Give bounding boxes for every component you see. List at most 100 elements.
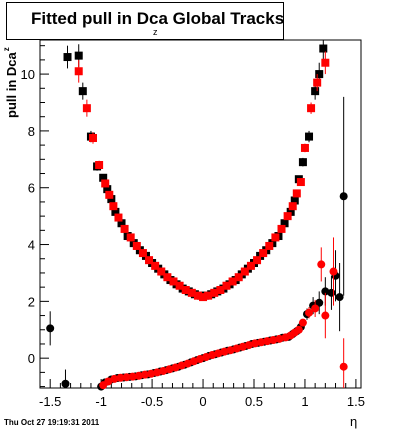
data-point-square: [114, 213, 123, 222]
data-point-square: [78, 87, 87, 96]
data-point-circle: [46, 324, 55, 333]
data-point-circle: [311, 304, 320, 313]
y-axis-label: pull in Dcaz: [2, 47, 19, 118]
data-point-square: [286, 207, 295, 216]
data-point-square: [117, 219, 126, 228]
data-point-circle: [294, 325, 303, 334]
chart-title-subscript: z: [153, 27, 158, 37]
data-point-circle: [305, 308, 314, 317]
data-point-square: [88, 134, 97, 143]
data-point-square: [319, 44, 328, 53]
data-point-square: [292, 189, 301, 198]
data-point-square: [175, 281, 184, 290]
chart-title: Fitted pull in Dca Global Tracks: [31, 9, 285, 28]
x-tick-label: 0.5: [245, 394, 263, 409]
data-point-circle: [159, 366, 168, 375]
data-point-circle: [183, 359, 192, 368]
data-point-square: [101, 179, 110, 188]
data-point-circle: [244, 341, 253, 350]
data-point-square: [298, 158, 307, 167]
data-point-square: [222, 281, 231, 290]
data-point-square: [283, 212, 292, 221]
plot-frame: [39, 39, 362, 389]
y-axis-label-text: pull in Dca: [4, 52, 19, 118]
data-point-square: [74, 67, 83, 76]
data-point-square: [290, 196, 299, 205]
data-point-square: [107, 195, 116, 204]
y-axis-label-subscript: z: [2, 47, 11, 52]
data-point-circle: [263, 337, 272, 346]
data-point-square: [145, 256, 154, 265]
x-tick-label: -0.5: [141, 394, 163, 409]
data-point-square: [210, 288, 219, 297]
data-point-square: [296, 178, 305, 187]
data-point-square: [216, 285, 225, 294]
data-point-square: [126, 233, 135, 242]
data-point-square: [169, 277, 178, 286]
y-tick-label: 2: [28, 294, 35, 309]
axes-group: -1.5 -1 -0.5 0 0.5 1 1.5 0 2 4 6 8 10: [21, 45, 365, 409]
data-point-circle: [317, 260, 326, 269]
data-point-circle: [171, 363, 180, 372]
data-point-square: [259, 249, 268, 258]
data-point-circle: [202, 353, 211, 362]
data-point-circle: [226, 346, 235, 355]
data-point-square: [199, 293, 208, 302]
data-point-square: [288, 202, 297, 211]
x-tick-label: 0: [199, 394, 206, 409]
data-point-circle: [298, 318, 307, 327]
data-point-square: [163, 273, 172, 282]
y-tick-label: 6: [28, 181, 35, 196]
data-point-square: [193, 291, 202, 300]
data-point-square: [277, 224, 286, 233]
data-point-square: [157, 267, 166, 276]
x-axis-label: η: [350, 414, 358, 429]
data-point-square: [315, 70, 324, 79]
x-tick-label: -1.5: [39, 394, 61, 409]
data-point-circle: [134, 371, 143, 380]
x-tick-label: 1.5: [347, 394, 365, 409]
data-point-square: [138, 249, 147, 258]
data-point-circle: [104, 377, 113, 386]
data-point-circle: [257, 338, 266, 347]
data-point-circle: [177, 361, 186, 370]
data-point-circle: [335, 293, 344, 302]
data-point-square: [228, 277, 237, 286]
data-point-circle: [269, 335, 278, 344]
data-point-square: [311, 87, 320, 96]
data-point-square: [99, 173, 108, 182]
data-point-circle: [251, 339, 260, 348]
data-point-circle: [315, 298, 324, 307]
data-point-square: [300, 143, 309, 152]
data-point-circle: [214, 349, 223, 358]
data-point-square: [111, 207, 120, 216]
data-point-circle: [220, 347, 229, 356]
data-point-square: [151, 261, 160, 270]
data-point-square: [181, 285, 190, 294]
data-point-square: [234, 273, 243, 282]
data-point-circle: [153, 368, 162, 377]
data-point-square: [253, 256, 262, 265]
data-point-circle: [238, 342, 247, 351]
data-point-circle: [147, 369, 156, 378]
x-tick-label: 1: [301, 394, 308, 409]
data-point-square: [109, 202, 118, 211]
data-point-circle: [208, 351, 217, 360]
data-point-square: [240, 267, 249, 276]
data-point-square: [105, 190, 114, 199]
data-point-square: [187, 288, 196, 297]
y-tick-label: 8: [28, 124, 35, 139]
data-point-circle: [339, 192, 348, 201]
data-point-square: [271, 233, 280, 242]
data-point-circle: [122, 373, 131, 382]
data-point-square: [74, 51, 83, 60]
data-point-square: [305, 132, 314, 141]
data-point-square: [265, 241, 274, 250]
timestamp: Thu Oct 27 19:19:31 2011: [4, 418, 100, 427]
data-point-square: [95, 160, 104, 169]
y-tick-label: 4: [28, 238, 35, 253]
data-point-square: [63, 53, 72, 62]
data-point-circle: [165, 365, 174, 374]
data-point-square: [307, 104, 316, 113]
